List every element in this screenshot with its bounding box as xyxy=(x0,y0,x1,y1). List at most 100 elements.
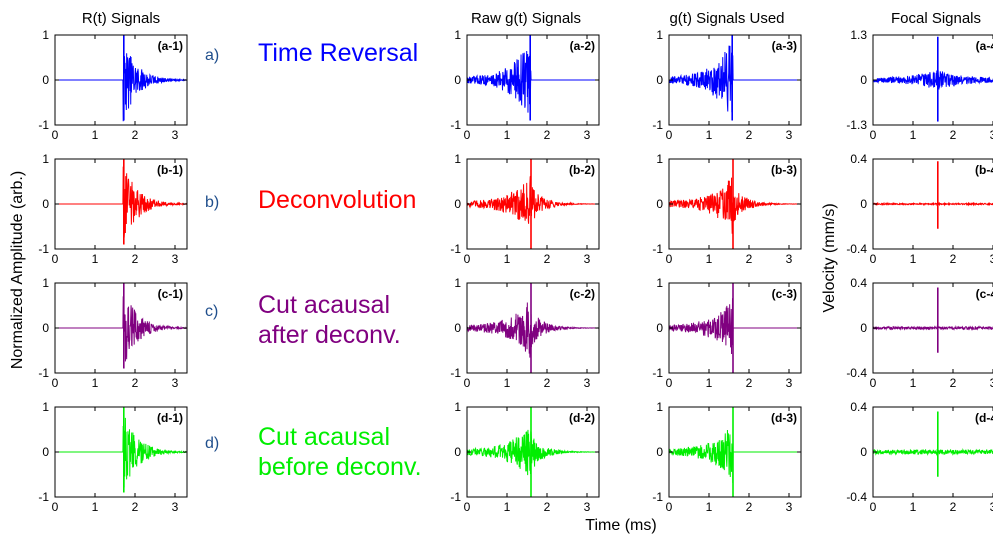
y-tick-label: -0.4 xyxy=(846,366,867,380)
x-tick-label: 2 xyxy=(746,376,753,390)
y-tick-label: 1 xyxy=(42,28,49,42)
y-tick-label: -1 xyxy=(652,366,663,380)
panel-label: (c-2) xyxy=(570,287,595,301)
x-tick-label: 1 xyxy=(92,500,99,514)
x-tick-label: 3 xyxy=(584,376,591,390)
row-d-method-line2: before deconv. xyxy=(258,453,422,481)
x-tick-label: 0 xyxy=(52,500,59,514)
x-tick-label: 3 xyxy=(172,376,179,390)
y-tick-label: 0 xyxy=(656,445,663,459)
y-tick-label: 0 xyxy=(454,321,461,335)
panel-label: (a-2) xyxy=(570,39,595,53)
x-tick-label: 3 xyxy=(990,252,993,266)
signal-trace xyxy=(55,44,188,122)
x-tick-label: 0 xyxy=(870,376,877,390)
x-tick-label: 3 xyxy=(786,252,793,266)
x-tick-label: 1 xyxy=(910,376,917,390)
y-tick-label: 1 xyxy=(42,400,49,414)
x-tick-label: 0 xyxy=(666,500,673,514)
panel-a-1: 10-10 1 2 3(a-1) xyxy=(38,28,188,142)
y-tick-label: 0 xyxy=(860,321,867,335)
panel-b-2: 10-10 1 2 3(b-2) xyxy=(450,152,600,266)
panel-b-1: 10-10 1 2 3(b-1) xyxy=(38,152,188,266)
x-tick-label: 0 xyxy=(870,128,877,142)
y-tick-label: 0 xyxy=(860,197,867,211)
signal-trace xyxy=(668,430,801,483)
x-tick-label: 2 xyxy=(746,128,753,142)
y-tick-label: -1.3 xyxy=(846,118,867,132)
panel-c-1: 10-10 1 2 3(c-1) xyxy=(38,276,188,390)
panel-label: (d-4) xyxy=(975,411,993,425)
y-tick-label: 0 xyxy=(860,73,867,87)
x-tick-label: 3 xyxy=(584,500,591,514)
x-tick-label: 0 xyxy=(52,252,59,266)
x-tick-label: 2 xyxy=(950,252,957,266)
panel-d-2: 10-10 1 2 3(d-2) xyxy=(450,400,600,514)
x-tick-label: 2 xyxy=(746,500,753,514)
x-tick-label: 0 xyxy=(666,252,673,266)
panel-label: (b-2) xyxy=(569,163,595,177)
panel-label: (a-4) xyxy=(976,39,993,53)
column-title-g-used: g(t) Signals Used xyxy=(669,10,784,27)
y-tick-label: 0 xyxy=(860,445,867,459)
y-tick-label: 0 xyxy=(454,445,461,459)
panel-label: (c-4) xyxy=(976,287,993,301)
y-tick-label: -1 xyxy=(450,118,461,132)
y-axis-title-right: Velocity (mm/s) xyxy=(821,203,838,312)
panel-c-4: 0.40-0.40123(c-4) xyxy=(846,276,993,390)
panel-d-1: 10-10 1 2 3(d-1) xyxy=(38,400,188,514)
y-tick-label: 1 xyxy=(42,152,49,166)
signal-trace xyxy=(55,296,188,362)
x-tick-label: 1 xyxy=(92,252,99,266)
y-tick-label: 0 xyxy=(656,73,663,87)
y-tick-label: 0 xyxy=(42,445,49,459)
row-d-letter: d) xyxy=(205,435,219,452)
y-tick-label: 0 xyxy=(42,197,49,211)
y-tick-label: 0 xyxy=(42,73,49,87)
y-tick-label: 1.3 xyxy=(850,28,867,42)
signal-trace xyxy=(466,51,599,113)
x-tick-label: 2 xyxy=(132,500,139,514)
panel-d-3: 10-10 1 2 3(d-3) xyxy=(652,400,802,514)
signal-trace xyxy=(668,177,802,234)
x-tick-label: 0 xyxy=(666,376,673,390)
y-tick-label: 1 xyxy=(42,276,49,290)
x-tick-label: 3 xyxy=(990,128,993,142)
signal-trace xyxy=(466,175,600,224)
signal-trace xyxy=(872,201,993,207)
y-tick-label: -1 xyxy=(450,242,461,256)
x-tick-label: 2 xyxy=(132,128,139,142)
panel-b-3: 10-10 1 2 3(b-3) xyxy=(652,152,802,266)
y-tick-label: -1 xyxy=(38,118,49,132)
x-tick-label: 1 xyxy=(706,128,713,142)
x-axis-title: Time (ms) xyxy=(585,517,656,534)
y-tick-label: -1 xyxy=(450,366,461,380)
panel-label: (c-3) xyxy=(772,287,797,301)
y-tick-label: -1 xyxy=(38,490,49,504)
panel-label: (a-3) xyxy=(772,39,797,53)
x-tick-label: 3 xyxy=(990,376,993,390)
row-a-letter: a) xyxy=(205,47,219,64)
signal-trace xyxy=(466,429,600,476)
x-tick-label: 1 xyxy=(706,376,713,390)
row-b-letter: b) xyxy=(205,194,219,211)
x-tick-label: 3 xyxy=(172,128,179,142)
signal-trace xyxy=(668,45,801,113)
y-tick-label: 1 xyxy=(656,400,663,414)
row-c-method-line2: after deconv. xyxy=(258,321,401,349)
x-tick-label: 1 xyxy=(910,500,917,514)
x-tick-label: 0 xyxy=(52,376,59,390)
x-tick-label: 2 xyxy=(132,252,139,266)
y-tick-label: -1 xyxy=(38,366,49,380)
x-tick-label: 1 xyxy=(504,500,511,514)
y-tick-label: 1 xyxy=(656,276,663,290)
row-b-method: Deconvolution xyxy=(258,186,416,214)
signal-trace xyxy=(872,324,993,331)
x-tick-label: 1 xyxy=(92,128,99,142)
x-tick-label: 1 xyxy=(504,376,511,390)
x-tick-label: 3 xyxy=(172,252,179,266)
panel-label: (d-1) xyxy=(157,411,183,425)
x-tick-label: 2 xyxy=(544,252,551,266)
panel-label: (b-3) xyxy=(771,163,797,177)
y-tick-label: 1 xyxy=(454,276,461,290)
